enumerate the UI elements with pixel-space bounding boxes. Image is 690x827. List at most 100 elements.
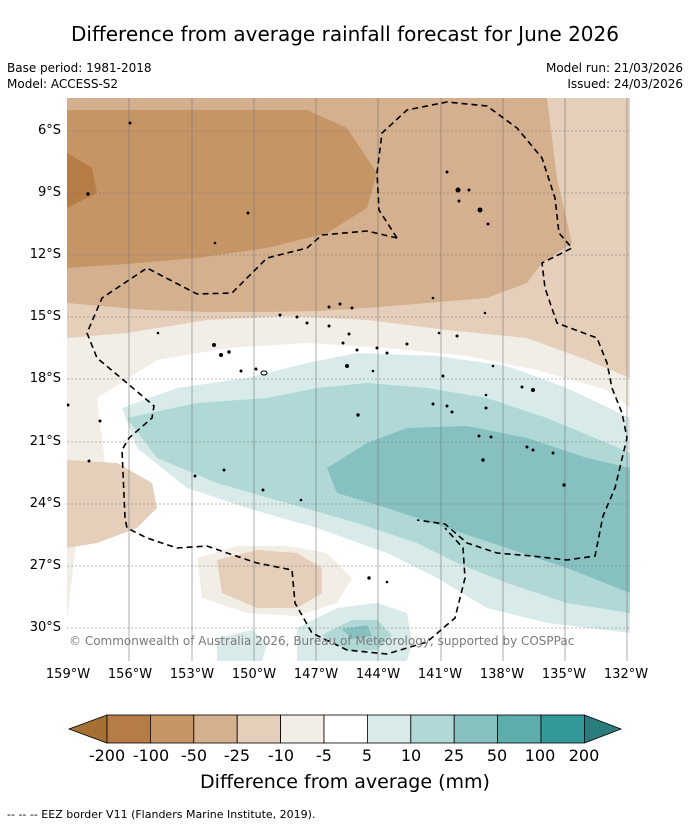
copyright-note: © Commonwealth of Australia 2026, Bureau… bbox=[69, 634, 575, 648]
colorbar-segment bbox=[497, 714, 542, 744]
island bbox=[375, 346, 379, 350]
island bbox=[477, 207, 483, 213]
band-dry-50 bbox=[67, 110, 377, 268]
island bbox=[520, 385, 524, 389]
island bbox=[156, 331, 160, 335]
island bbox=[305, 321, 309, 325]
meta-left: Base period: 1981-2018 Model: ACCESS-S2 bbox=[7, 60, 152, 92]
colorbar-tick-label: 100 bbox=[524, 746, 556, 765]
lon-tick: 138°W bbox=[479, 667, 525, 682]
island bbox=[246, 211, 250, 215]
colorbar-tick-label: 5 bbox=[361, 746, 373, 765]
lat-tick: 24°S bbox=[29, 496, 61, 511]
colorbar-segment bbox=[323, 714, 368, 744]
colorbar-segment bbox=[410, 714, 455, 744]
island bbox=[445, 170, 449, 174]
island bbox=[261, 488, 265, 492]
island bbox=[347, 332, 351, 336]
lon-tick: 132°W bbox=[603, 667, 649, 682]
band-wet-left-bottom bbox=[217, 630, 267, 661]
gridlines bbox=[67, 98, 630, 661]
island bbox=[341, 341, 345, 345]
eez-border-french-polynesia bbox=[86, 230, 466, 655]
lon-tick: 156°W bbox=[107, 667, 153, 682]
island bbox=[212, 343, 216, 347]
island bbox=[67, 403, 70, 407]
colorbar-segment bbox=[540, 714, 585, 744]
island bbox=[219, 353, 223, 357]
islands bbox=[67, 121, 566, 584]
island bbox=[327, 324, 331, 328]
lon-tick: 159°W bbox=[45, 667, 91, 682]
island bbox=[227, 350, 231, 354]
colorbar-tick-label: 25 bbox=[443, 746, 465, 765]
lat-tick: 12°S bbox=[29, 247, 61, 262]
band-wet-25 bbox=[327, 426, 630, 593]
lat-tick: 18°S bbox=[29, 371, 61, 386]
model-run: Model run: 21/03/2026 bbox=[545, 61, 683, 75]
island bbox=[254, 367, 258, 371]
lat-tick: 27°S bbox=[29, 558, 61, 573]
map-title: Difference from average rainfall forecas… bbox=[71, 22, 619, 46]
island bbox=[467, 188, 471, 192]
colorbar-segment bbox=[106, 714, 151, 744]
colorbar-tick-label: 10 bbox=[400, 746, 422, 765]
island bbox=[98, 419, 102, 423]
island bbox=[484, 406, 488, 410]
island bbox=[299, 498, 303, 502]
island bbox=[525, 445, 529, 449]
island bbox=[551, 451, 555, 455]
colorbar bbox=[67, 714, 623, 744]
island bbox=[491, 364, 495, 368]
island bbox=[489, 435, 493, 439]
lat-tick: 15°S bbox=[29, 309, 61, 324]
island bbox=[457, 199, 461, 203]
colorbar-extend-high bbox=[584, 714, 623, 744]
island bbox=[87, 459, 91, 463]
colorbar-tick-label: -50 bbox=[180, 746, 208, 765]
island bbox=[484, 393, 488, 397]
island bbox=[260, 370, 268, 376]
colorbar-segment bbox=[236, 714, 281, 744]
colorbar-segment bbox=[453, 714, 499, 744]
island bbox=[431, 402, 435, 406]
band-dry-lower-center bbox=[217, 550, 322, 608]
island bbox=[445, 404, 449, 408]
island bbox=[477, 434, 481, 438]
island bbox=[405, 342, 409, 346]
lon-tick: 150°W bbox=[231, 667, 277, 682]
island bbox=[486, 222, 490, 226]
colorbar-tick-label: 50 bbox=[486, 746, 508, 765]
lat-tick: 9°S bbox=[37, 185, 61, 200]
eez-legend-note: -- -- -- EEZ border V11 (Flanders Marine… bbox=[7, 808, 316, 821]
meta-right: Model run: 21/03/2026 Issued: 24/03/2026 bbox=[546, 60, 683, 92]
colorbar-segment bbox=[193, 714, 238, 744]
colorbar-tick-label: 200 bbox=[568, 746, 600, 765]
island bbox=[455, 187, 461, 193]
island bbox=[531, 448, 535, 452]
lon-tick: 147°W bbox=[293, 667, 339, 682]
island bbox=[295, 315, 299, 319]
island bbox=[356, 413, 360, 417]
island bbox=[450, 410, 454, 414]
map-panel bbox=[67, 98, 630, 661]
island bbox=[437, 331, 441, 335]
island bbox=[128, 121, 132, 125]
colorbar-tick-label: -200 bbox=[88, 746, 126, 765]
rainfall-map bbox=[67, 98, 630, 661]
island bbox=[278, 313, 282, 317]
lon-tick: 141°W bbox=[417, 667, 463, 682]
lon-tick: 144°W bbox=[355, 667, 401, 682]
island bbox=[431, 296, 435, 300]
lon-tick: 153°W bbox=[169, 667, 215, 682]
island bbox=[562, 483, 566, 487]
colorbar-tick-label: -10 bbox=[267, 746, 295, 765]
eez-borders bbox=[86, 101, 628, 655]
island bbox=[239, 369, 243, 373]
island bbox=[350, 306, 354, 310]
colorbar-tick-label: -25 bbox=[223, 746, 251, 765]
island bbox=[355, 348, 359, 352]
island bbox=[367, 576, 371, 580]
colorbar-tick-label: -5 bbox=[316, 746, 332, 765]
lat-tick: 21°S bbox=[29, 434, 61, 449]
